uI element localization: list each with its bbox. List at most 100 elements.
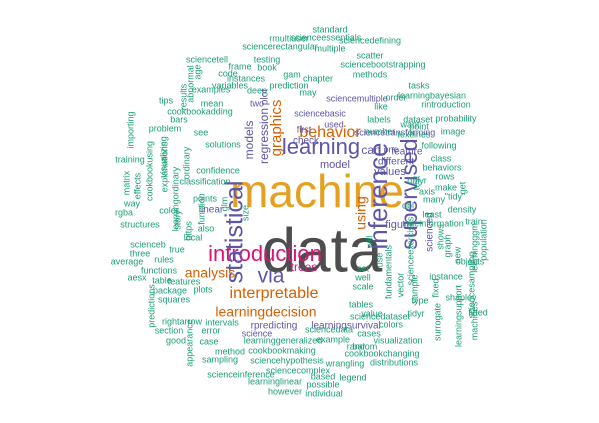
word-learninglinear: learninglinear [248,376,302,386]
word-structures: structures [120,219,160,229]
word-fitted: fitted [468,307,488,317]
word-variables: variables [212,80,249,90]
word-abnormal: abnormal [185,65,195,103]
word-age: age [192,64,202,79]
word-order: order [385,92,406,102]
word-methods: methods [353,69,388,79]
word-book: book [257,62,277,72]
word-want: want [399,119,420,129]
word-size: size [240,205,250,221]
word-error: error [201,325,220,335]
word-shapley: shapley [445,292,477,302]
word-wrangling: wrangling [325,358,365,368]
word-cookbookmaking: cookbookmaking [248,345,316,355]
word-scienceinference: scienceinference [207,369,275,379]
word-fixed: fixed [430,278,440,297]
word-models: models [242,121,256,160]
word-sciencebasic: sciencebasic [294,108,346,118]
word-density: density [448,204,477,214]
word-tables: tables [349,299,374,309]
word-aesx: aesx [127,272,147,282]
word-surrogate: surrogate [432,303,442,341]
word-feature: feature [391,147,423,158]
word-sciencetell: sciencetell [186,54,228,64]
word-sciencemultiple: sciencemultiple [326,93,388,103]
word-sciencetransforming: sciencetransforming [355,127,436,137]
word-learningordinary: learningordinary [170,166,180,231]
word-confidence: confidence [196,165,240,175]
word-first: first [297,124,312,134]
word-points: points [193,193,218,203]
word-sample: sample [409,274,419,303]
word-value: value [361,308,383,318]
word-plots: plots [193,284,213,294]
word-learningsurvival: learningsurvival [311,321,380,332]
word-see: see [194,127,209,137]
word-solutions: solutions [205,139,241,149]
word-axis: axis [419,186,436,196]
word-sampling: sampling [202,354,238,364]
word-image: image [441,126,466,136]
word-data: data [262,216,383,285]
word-method: method [215,346,245,356]
word-based: based [311,371,336,381]
word-training: training [115,154,145,164]
word-bar: bar [352,341,365,351]
word-learninggeneralized: learninggeneralized [244,335,323,345]
word-true: true [169,244,185,254]
word-supervised: supervised [396,138,422,249]
word-statistical: statistical [221,181,249,284]
word-sciencesampling: sciencesampling [466,252,476,319]
word-color: color [159,205,179,215]
word-testing: testing [254,54,281,64]
word-sciencerectangular: sciencerectangular [242,41,318,51]
word-population: population [478,219,488,261]
word-problem: problem [149,123,182,133]
word-table: table [152,275,172,285]
word-scienceb: scienceb [130,239,166,249]
word-point: point [409,121,429,131]
word-colors: colors [379,319,404,329]
word-get: get [457,181,467,194]
word-https: https [183,221,193,241]
word-distributions: distributions [370,357,419,367]
word-classification: classification [179,176,230,186]
word-can: can [361,143,380,157]
word-use: use [374,253,384,268]
word-type: type [411,295,428,305]
word-vector: vector [395,273,405,298]
word-probability: probability [435,113,477,123]
word-will: will [364,236,374,250]
word-set: set [357,263,370,273]
word-objects: objects [456,256,485,266]
word-features: features [168,276,201,286]
word-scale: scale [352,281,373,291]
word-local: local [184,232,203,242]
word-scienced: scienced [425,212,436,251]
word-individual: individual [305,388,343,398]
word-examples: examples [192,84,231,94]
word-case: case [199,336,218,346]
word-scatter: scatter [356,50,383,60]
word-timeinformation: timeinformation [402,218,464,228]
word-sciencedefining: sciencedefining [339,35,401,45]
word-inference: inference [363,143,393,250]
word-average: average [111,256,144,266]
word-learningggm: learningggm [469,223,479,273]
word-rgba: rgba [115,207,133,217]
word-learningdecision: learningdecision [215,304,316,320]
word-machine: machine [230,165,404,217]
word-behaviors: behaviors [422,162,462,172]
word-deep: deep [247,85,267,95]
word-tips: tips [159,95,174,105]
word-least: least [422,209,442,219]
word-good: good [166,335,186,345]
word-scienceessentials: scienceessentials [291,32,362,42]
word-bars: bars [170,114,188,124]
word-science: science [242,328,273,338]
word-function: function [196,193,206,225]
word-section: section [155,325,184,335]
word-possible: possible [306,379,339,389]
